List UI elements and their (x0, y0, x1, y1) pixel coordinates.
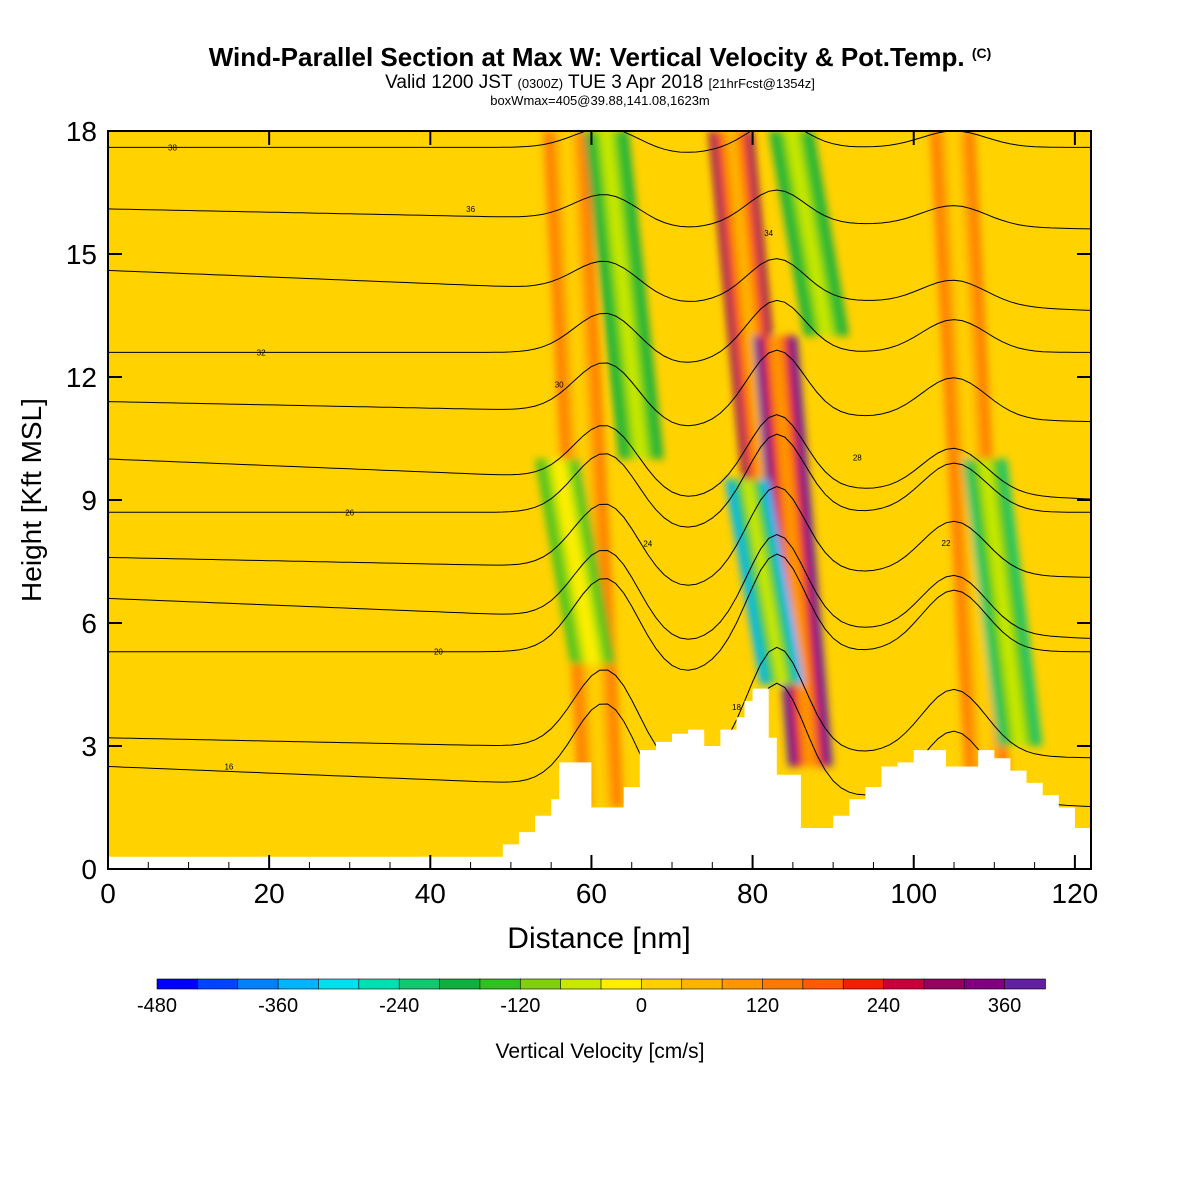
colorbar-swatch (641, 978, 683, 990)
y-axis-label: Height [Kft MSL] (16, 398, 47, 602)
theta-contour-line (108, 534, 1091, 640)
updraft-band (769, 336, 817, 767)
colorbar-swatch (842, 978, 885, 990)
chart-title-mark: (C) (971, 45, 992, 61)
theta-contour-label: 30 (555, 381, 564, 390)
plot-area: 38 36 34 32 30 28 26 24 22 20 18 16 (108, 131, 1091, 869)
x-tick-label: 100 (890, 878, 937, 909)
theta-contour-label: 28 (853, 453, 862, 462)
y-tick-label: 3 (81, 731, 97, 762)
theta-contour-line (108, 646, 1091, 770)
y-tick-label: 18 (66, 116, 97, 147)
colorbar-label: Vertical Velocity [cm/s] (496, 1040, 705, 1063)
downdraft-band (785, 131, 833, 336)
theta-contour-label: 24 (643, 540, 652, 549)
colorbar-swatch (923, 978, 966, 990)
colorbar-swatch (883, 978, 925, 990)
x-tick-label: 80 (737, 878, 768, 909)
terrain (108, 688, 1091, 869)
downdraft-band (599, 131, 648, 459)
colorbar: -480 -360 -240 -120 0 120 240 360 (137, 978, 1046, 1017)
x-axis-label: Distance [nm] (507, 922, 690, 955)
theta-contour-label: 36 (466, 205, 475, 214)
theta-contour-label: 34 (764, 229, 773, 238)
theta-contour-label: 32 (257, 348, 266, 357)
colorbar-tick-label: 120 (746, 995, 779, 1017)
colorbar-swatch (398, 978, 441, 990)
theta-contour-line (108, 414, 1091, 500)
subtitle-forecast: [21hrFcst@1354z] (708, 76, 815, 91)
chart-subtitle-box-wmax: boxWmax=405@39.88,141.08,1623m (490, 93, 710, 108)
subtitle-zulu: (0300Z) (517, 76, 564, 91)
colorbar-swatch (560, 978, 602, 990)
theta-contour-label: 22 (942, 539, 951, 548)
velocity-field (535, 131, 1043, 808)
theta-contour-line (108, 131, 1091, 153)
chart-subtitle: Valid 1200 JST (0300Z) TUE 3 Apr 2018 [2… (0, 72, 1200, 94)
colorbar-tick-label: -120 (500, 995, 540, 1017)
colorbar-swatch (762, 978, 804, 990)
downdraft-band (978, 459, 1027, 746)
x-tick-label: 40 (415, 878, 446, 909)
colorbar-swatch (277, 978, 320, 990)
colorbar-swatch (721, 978, 764, 990)
colorbar-swatch (479, 978, 522, 990)
colorbar-tick-label: 360 (988, 995, 1021, 1017)
theta-contour-label: 38 (168, 143, 177, 152)
theta-contour-label: 26 (345, 508, 354, 517)
theta-contour-line (108, 485, 1091, 586)
theta-contour-label: 18 (732, 703, 741, 712)
x-tick-label: 20 (254, 878, 285, 909)
x-axis: 0 20 40 60 80 100 120 (100, 131, 1098, 909)
chart-title: Wind-Parallel Section at Max W: Vertical… (0, 42, 1200, 73)
theta-contour-line (108, 258, 1091, 311)
downdraft-band (740, 479, 789, 685)
subtitle-date: TUE 3 Apr 2018 (567, 72, 704, 93)
theta-contour-line (108, 553, 1091, 671)
colorbar-tick-label: -240 (379, 995, 419, 1017)
theta-contour-line (108, 299, 1091, 363)
x-tick-label: 0 (100, 878, 116, 909)
colorbar-swatch (600, 978, 643, 990)
x-tick-label: 120 (1052, 878, 1099, 909)
x-tick-label: 60 (576, 878, 607, 909)
colorbar-swatch (802, 978, 844, 990)
colorbar-swatch (439, 978, 481, 990)
colorbar-swatch (1004, 978, 1046, 990)
downdraft-band (551, 459, 600, 664)
theta-contour-line (108, 189, 1091, 230)
y-tick-label: 15 (66, 239, 97, 270)
colorbar-swatch (197, 978, 239, 990)
theta-contour-line (108, 349, 1091, 427)
y-tick-label: 6 (81, 608, 97, 639)
theta-contour-label: 16 (224, 763, 233, 772)
colorbar-tick-label: 240 (867, 995, 900, 1017)
theta-contour-line (108, 433, 1091, 528)
subtitle-valid: Valid 1200 JST (385, 72, 513, 93)
colorbar-swatch (963, 978, 1006, 990)
colorbar-tick-label: -360 (258, 995, 298, 1017)
chart-title-text: Wind-Parallel Section at Max W: Vertical… (208, 42, 965, 72)
y-tick-label: 9 (81, 485, 97, 516)
colorbar-swatch (318, 978, 360, 990)
colorbar-swatch (358, 978, 400, 990)
theta-contour-label: 20 (434, 648, 443, 657)
y-tick-label: 12 (66, 362, 97, 393)
colorbar-tick-label: -480 (137, 995, 177, 1017)
colorbar-swatch (519, 978, 562, 990)
colorbar-swatch (237, 978, 279, 990)
colorbar-swatch (156, 978, 199, 990)
colorbar-tick-label: 0 (636, 995, 647, 1017)
colorbar-swatch (681, 978, 723, 990)
y-tick-label: 0 (81, 854, 97, 885)
theta-contours: 38 36 34 32 30 28 26 24 22 20 18 16 (108, 131, 1091, 812)
